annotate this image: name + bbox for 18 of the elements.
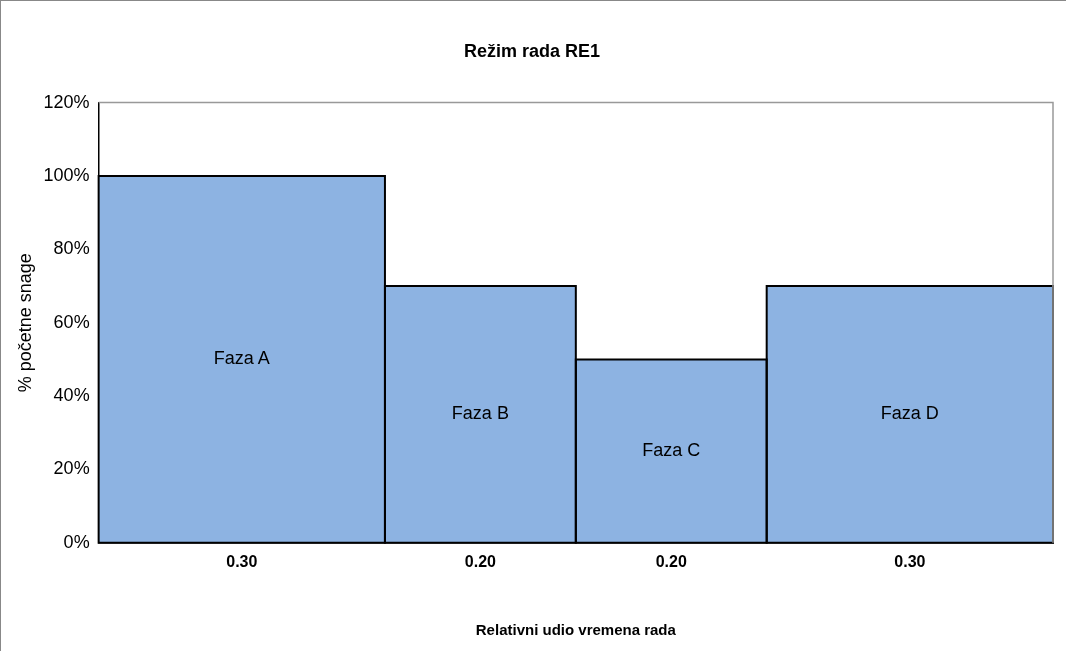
y-tick-label: 0% <box>63 531 90 552</box>
annotation: Faza D <box>880 403 939 424</box>
annotation: Faza C <box>642 440 701 461</box>
y-tick-label: 80% <box>53 238 90 259</box>
annotation: Faza B <box>451 403 509 424</box>
annotation: Faza A <box>213 348 270 369</box>
x-tick-label: 0.30 <box>894 552 926 570</box>
y-tick-label: 60% <box>53 311 90 332</box>
x-axis-title: Relativni udio vremena rada <box>475 621 677 639</box>
x-tick-label: 0.20 <box>464 552 497 570</box>
y-tick-label: 120% <box>43 91 90 112</box>
y-axis-title: % početne snage <box>14 253 35 393</box>
y-tick-label: 20% <box>53 458 90 479</box>
x-tick-label: 0.20 <box>655 552 687 570</box>
x-tick-label: 0.30 <box>226 552 258 570</box>
y-tick-label: 40% <box>53 385 90 406</box>
chart-title: Režim rada RE1 <box>463 40 601 61</box>
y-tick-label: 100% <box>43 164 90 185</box>
